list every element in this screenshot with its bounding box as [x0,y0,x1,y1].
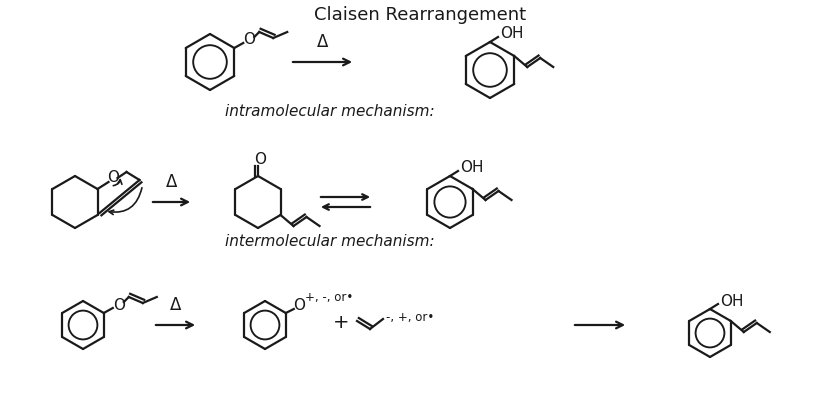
Text: O: O [108,170,119,184]
Text: Δ: Δ [317,33,328,51]
Text: Δ: Δ [170,296,181,314]
Text: intermolecular mechanism:: intermolecular mechanism: [225,234,435,249]
Text: OH: OH [501,26,524,42]
Text: +, -, or•: +, -, or• [305,291,353,304]
Text: OH: OH [720,294,743,309]
Text: O: O [244,32,255,47]
Text: O: O [254,152,266,168]
FancyArrowPatch shape [113,180,122,186]
Text: O: O [113,297,125,312]
Text: -, +, or•: -, +, or• [386,310,434,323]
Text: intramolecular mechanism:: intramolecular mechanism: [225,105,435,120]
Text: OH: OH [460,160,484,176]
Text: Claisen Rearrangement: Claisen Rearrangement [314,6,526,24]
Text: O: O [293,299,305,313]
Text: +: + [333,313,349,333]
FancyArrowPatch shape [109,188,142,215]
Text: Δ: Δ [165,173,177,191]
